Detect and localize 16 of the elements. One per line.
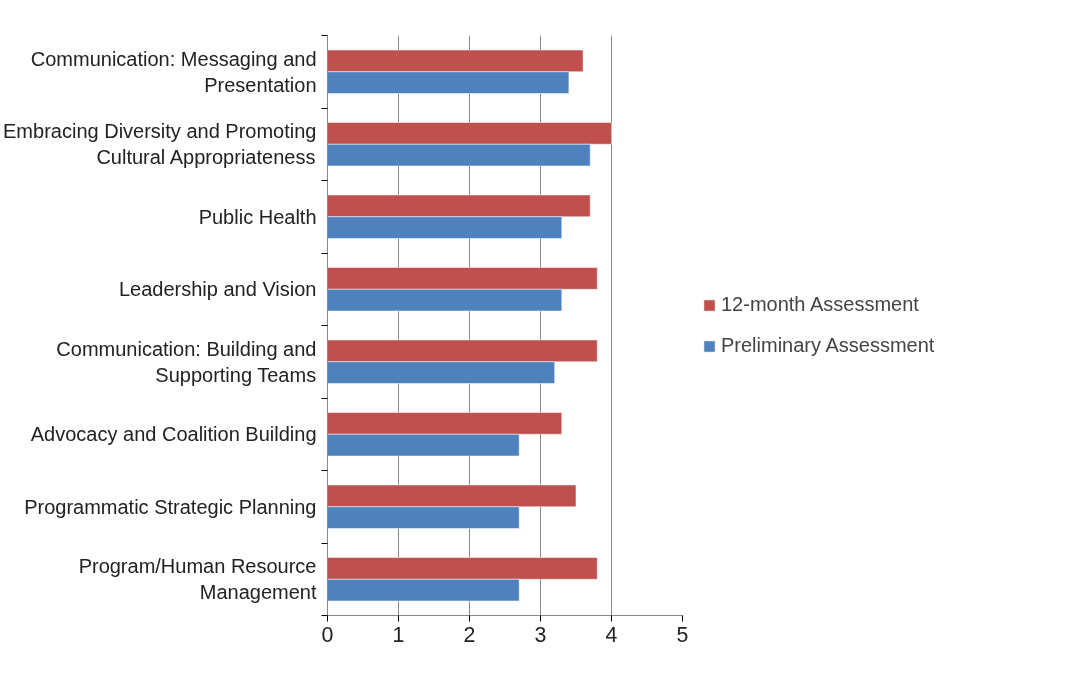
legend-label: 12-month Assessment <box>721 293 919 316</box>
x-tick-label: 4 <box>605 622 618 647</box>
y-tick-label: Communication: Building and Supporting Teams <box>56 337 317 386</box>
y-tick-label: Communication: Messaging and Presentation <box>30 47 317 96</box>
x-tick-label: 0 <box>321 622 334 647</box>
y-tick-label: Program/Human Resource Management <box>78 555 317 604</box>
x-tick-label: 1 <box>392 622 405 647</box>
x-tick-label: 5 <box>676 622 689 647</box>
y-tick-label: Leadership and Vision <box>118 278 317 301</box>
x-tick-label: 3 <box>534 622 547 647</box>
x-tick-label: 2 <box>463 622 476 647</box>
y-tick-label: Public Health <box>198 205 317 228</box>
y-tick-label: Advocacy and Coalition Building <box>30 423 317 446</box>
y-tick-label: Programmatic Strategic Planning <box>24 495 317 518</box>
legend-label: Preliminary Assessment <box>721 334 935 357</box>
y-tick-label: Embracing Diversity and Promoting Cultural Appropriateness <box>3 120 317 169</box>
